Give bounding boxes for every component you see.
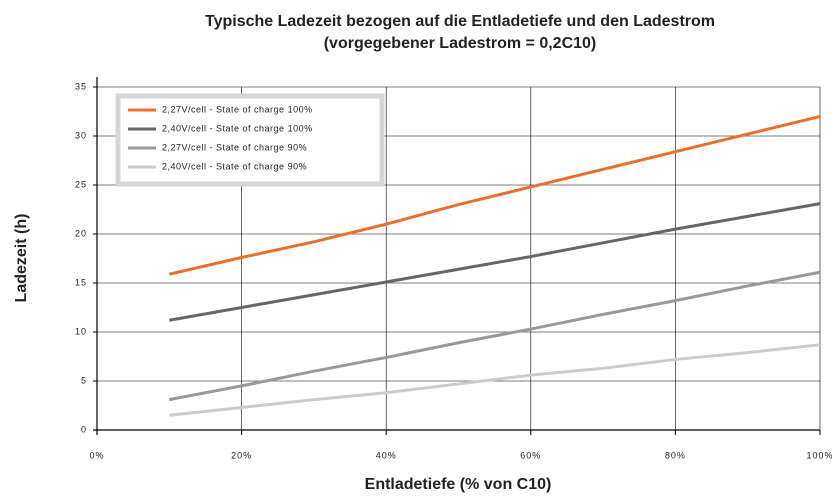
chart-title: Typische Ladezeit bezogen auf die Entlad…	[205, 13, 715, 30]
y-tick-label: 35	[75, 81, 87, 91]
x-tick-label: 40%	[376, 450, 397, 460]
x-tick-label: 20%	[231, 450, 252, 460]
series-line	[169, 343, 821, 417]
x-tick-label: 100%	[806, 450, 832, 460]
y-axis-label: Ladezeit (h)	[13, 214, 30, 303]
series-line	[168, 114, 821, 276]
y-tick-label: 0	[81, 424, 87, 434]
chart-subtitle: (vorgegebener Ladestrom = 0,2C10)	[324, 35, 597, 52]
series-line	[169, 270, 821, 402]
legend-label: 2,27V/cell - State of charge 90%	[162, 142, 307, 152]
y-tick-label: 25	[75, 179, 87, 189]
y-tick-label: 5	[81, 375, 87, 385]
y-tick-label: 30	[75, 130, 87, 140]
legend-box	[115, 93, 385, 187]
legend-label: 2,27V/cell - State of charge 100%	[162, 104, 313, 114]
x-tick-label: 80%	[665, 450, 686, 460]
x-axis-label: Entladetiefe (% von C10)	[365, 476, 552, 493]
y-tick-label: 20	[75, 228, 87, 238]
y-tick-label: 15	[75, 277, 87, 287]
y-tick-label: 10	[75, 326, 87, 336]
series-line	[169, 202, 821, 322]
legend-label: 2,40V/cell - State of charge 90%	[162, 161, 307, 171]
x-tick-label: 60%	[520, 450, 541, 460]
legend-label: 2,40V/cell - State of charge 100%	[162, 123, 313, 133]
x-tick-label: 0%	[89, 450, 104, 460]
